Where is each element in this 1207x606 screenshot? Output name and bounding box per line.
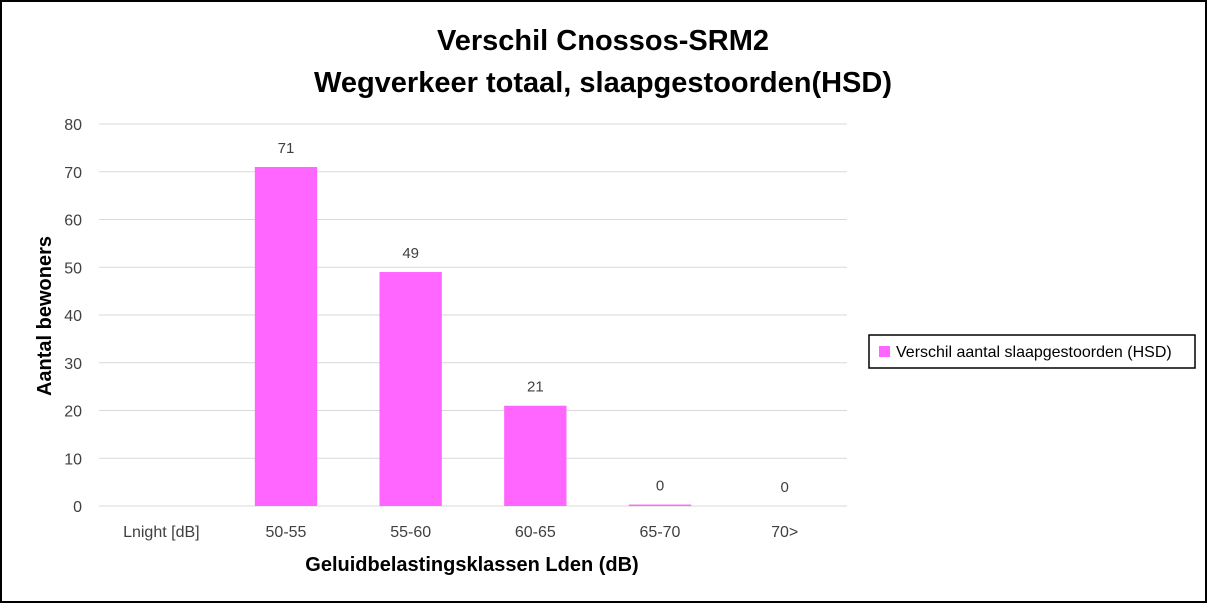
x-tick-label: 65-70 bbox=[640, 524, 681, 541]
legend-label: Verschil aantal slaapgestoorden (HSD) bbox=[896, 344, 1172, 361]
data-label: 0 bbox=[656, 478, 664, 495]
bar bbox=[628, 504, 692, 506]
bar bbox=[379, 272, 442, 506]
x-axis-title: Geluidbelastingsklassen Lden (dB) bbox=[305, 554, 638, 576]
legend: Verschil aantal slaapgestoorden (HSD) bbox=[868, 334, 1196, 369]
x-tick-label: 55-60 bbox=[390, 524, 431, 541]
x-tick-label: 50-55 bbox=[266, 524, 307, 541]
y-tick-label: 40 bbox=[64, 308, 82, 325]
chart-title-line2: Wegverkeer totaal, slaapgestoorden(HSD) bbox=[314, 67, 892, 99]
bar bbox=[254, 166, 318, 506]
bars bbox=[254, 166, 692, 506]
y-axis-title: Aantal bewoners bbox=[34, 236, 56, 396]
data-label: 49 bbox=[402, 245, 419, 262]
y-tick-label: 0 bbox=[73, 499, 82, 516]
y-tick-label: 30 bbox=[64, 356, 82, 373]
y-tick-label: 80 bbox=[64, 117, 82, 134]
y-tick-label: 60 bbox=[64, 213, 82, 230]
y-tick-label: 20 bbox=[64, 404, 82, 421]
x-tick-label: 60-65 bbox=[515, 524, 556, 541]
legend-swatch bbox=[879, 346, 890, 357]
data-labels: 71 49 21 0 0 bbox=[278, 140, 789, 496]
data-label: 21 bbox=[527, 379, 544, 396]
gridlines bbox=[99, 123, 847, 507]
legend-box bbox=[868, 334, 1196, 369]
x-tick-label: Lnight [dB] bbox=[123, 524, 200, 541]
data-label: 71 bbox=[278, 140, 295, 157]
y-tick-labels: 0 10 20 30 40 50 60 70 80 bbox=[64, 117, 82, 516]
data-label: 0 bbox=[780, 479, 788, 496]
chart-title-line1: Verschil Cnossos-SRM2 bbox=[437, 25, 769, 57]
y-tick-label: 10 bbox=[64, 451, 82, 468]
y-tick-label: 50 bbox=[64, 260, 82, 277]
bar bbox=[504, 405, 567, 506]
y-tick-label: 70 bbox=[64, 165, 82, 182]
x-tick-labels: Lnight [dB] 50-55 55-60 60-65 65-70 70> bbox=[123, 524, 798, 541]
x-tick-label: 70> bbox=[771, 524, 798, 541]
